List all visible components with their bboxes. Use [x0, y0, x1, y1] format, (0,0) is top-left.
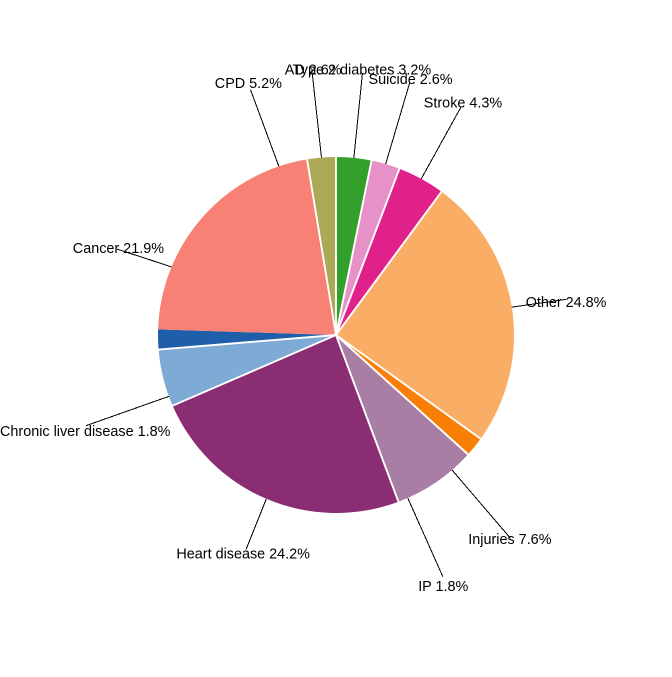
svg-text:IP 1.8%: IP 1.8% [418, 579, 468, 595]
svg-text:CPD 5.2%: CPD 5.2% [215, 76, 282, 92]
svg-text:Heart disease 24.2%: Heart disease 24.2% [176, 546, 310, 562]
svg-text:Suicide 2.6%: Suicide 2.6% [369, 72, 453, 88]
svg-text:Injuries 7.6%: Injuries 7.6% [468, 532, 551, 548]
svg-text:Type 2 diabetes 3.2%: Type 2 diabetes 3.2% [293, 63, 432, 79]
svg-text:Other 24.8%: Other 24.8% [526, 295, 607, 311]
svg-text:AD 2.6%: AD 2.6% [285, 63, 342, 79]
svg-text:Cancer 21.9%: Cancer 21.9% [73, 241, 164, 257]
svg-text:Chronic liver disease 1.8%: Chronic liver disease 1.8% [0, 424, 171, 440]
svg-text:Stroke 4.3%: Stroke 4.3% [424, 96, 503, 112]
